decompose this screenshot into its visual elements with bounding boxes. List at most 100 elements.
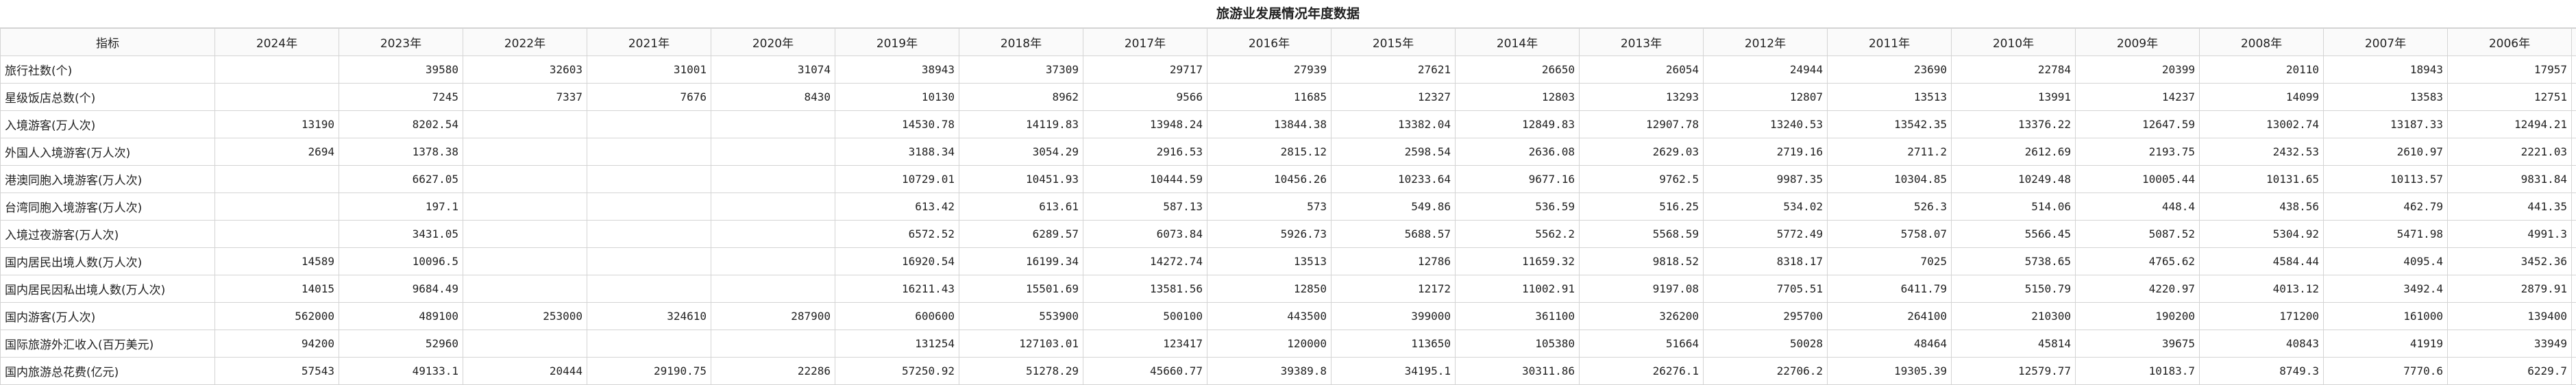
table-cell: 14099	[2200, 84, 2324, 111]
table-cell: 9987.35	[1704, 166, 1828, 193]
table-cell: 10729.01	[835, 166, 959, 193]
table-cell: 5304.92	[2200, 221, 2324, 248]
table-cell: 41919	[2324, 330, 2448, 358]
table-cell: 8749.3	[2200, 358, 2324, 385]
table-cell: 13513	[1828, 84, 1952, 111]
table-cell: 12803	[1456, 84, 1580, 111]
header-cell-year: 2024年	[215, 29, 339, 56]
table-cell: 13382.04	[1332, 111, 1456, 138]
table-cell: 7676	[587, 84, 711, 111]
table-cell: 5562.2	[1456, 221, 1580, 248]
row-label: 港澳同胞入境游客(万人次)	[1, 166, 215, 193]
table-cell: 6289.57	[959, 221, 1083, 248]
table-cell: 105380	[1456, 330, 1580, 358]
table-cell: 7337	[463, 84, 587, 111]
table-cell: 171200	[2200, 303, 2324, 330]
table-cell: 448.4	[2076, 193, 2200, 221]
table-cell	[463, 330, 587, 358]
table-cell: 8202.54	[339, 111, 463, 138]
table-cell: 264100	[1828, 303, 1952, 330]
table-cell: 9197.08	[1580, 275, 1704, 303]
table-cell: 13513	[1207, 248, 1332, 275]
table-cell	[711, 193, 835, 221]
header-cell-year: 2006年	[2448, 29, 2572, 56]
table-cell: 5758.07	[1828, 221, 1952, 248]
table-cell: 12907.78	[1580, 111, 1704, 138]
table-cell: 8962	[959, 84, 1083, 111]
header-cell-year: 2018年	[959, 29, 1083, 56]
header-cell-year: 2015年	[1332, 29, 1456, 56]
table-cell	[463, 111, 587, 138]
table-cell: 9592.79	[2572, 166, 2576, 193]
table-cell: 33949	[2448, 330, 2572, 358]
table-cell: 13002.74	[2200, 111, 2324, 138]
table-cell: 2815.12	[1207, 138, 1332, 166]
table-cell: 11659.32	[1456, 248, 1580, 275]
table-cell: 441.35	[2448, 193, 2572, 221]
table-cell: 10233.64	[1332, 166, 1456, 193]
header-cell-year: 2013年	[1580, 29, 1704, 56]
row-label: 国内旅游总花费(亿元)	[1, 358, 215, 385]
table-cell: 16211.43	[835, 275, 959, 303]
table-cell: 9831.84	[2448, 166, 2572, 193]
table-cell: 6073.84	[1083, 221, 1207, 248]
table-cell	[711, 111, 835, 138]
table-cell: 600600	[835, 303, 959, 330]
table-cell: 5471.98	[2324, 221, 2448, 248]
table-cell: 12786	[1332, 248, 1456, 275]
table-cell: 8318.17	[1704, 248, 1828, 275]
table-cell: 8430	[711, 84, 835, 111]
table-cell: 57250.92	[835, 358, 959, 385]
table-cell: 39675	[2076, 330, 2200, 358]
table-cell: 29296	[2572, 330, 2576, 358]
table-cell: 489100	[339, 303, 463, 330]
table-cell: 29717	[1083, 56, 1207, 84]
header-cell-indicator: 指标	[1, 29, 215, 56]
table-cell	[215, 193, 339, 221]
table-cell: 5568.59	[1580, 221, 1704, 248]
table-cell: 19305.39	[1828, 358, 1952, 385]
table-cell: 20110	[2200, 56, 2324, 84]
row-label: 国内居民出境人数(万人次)	[1, 248, 215, 275]
row-label: 外国人入境游客(万人次)	[1, 138, 215, 166]
table-cell	[587, 275, 711, 303]
table-cell: 14119.83	[959, 111, 1083, 138]
table-cell: 462.79	[2324, 193, 2448, 221]
table-cell: 190200	[2076, 303, 2200, 330]
table-cell: 7770.6	[2324, 358, 2448, 385]
table-cell: 2629.03	[1580, 138, 1704, 166]
table-cell: 39389.8	[1207, 358, 1332, 385]
table-cell: 2025.51	[2572, 138, 2576, 166]
header-cell-year: 2020年	[711, 29, 835, 56]
header-cell-year: 2012年	[1704, 29, 1828, 56]
table-cell: 12579.77	[1952, 358, 2076, 385]
table-cell: 26650	[1456, 56, 1580, 84]
row-label: 台湾同胞入境游客(万人次)	[1, 193, 215, 221]
table-cell	[463, 275, 587, 303]
table-cell	[711, 275, 835, 303]
table-cell: 2432.53	[2200, 138, 2324, 166]
row-label: 国内游客(万人次)	[1, 303, 215, 330]
table-cell: 31074	[711, 56, 835, 84]
row-label: 入境过夜游客(万人次)	[1, 221, 215, 248]
table-cell: 13542.35	[1828, 111, 1952, 138]
table-cell: 14589	[215, 248, 339, 275]
table-cell: 7705.51	[1704, 275, 1828, 303]
table-cell: 38943	[835, 56, 959, 84]
table-cell: 587.13	[1083, 193, 1207, 221]
table-cell: 49133.1	[339, 358, 463, 385]
table-cell: 5772.49	[1704, 221, 1828, 248]
table-cell	[463, 248, 587, 275]
table-cell: 443500	[1207, 303, 1332, 330]
table-cell: 26276.1	[1580, 358, 1704, 385]
table-cell: 13190	[215, 111, 339, 138]
table-cell: 2612.69	[1952, 138, 2076, 166]
table-cell	[587, 248, 711, 275]
